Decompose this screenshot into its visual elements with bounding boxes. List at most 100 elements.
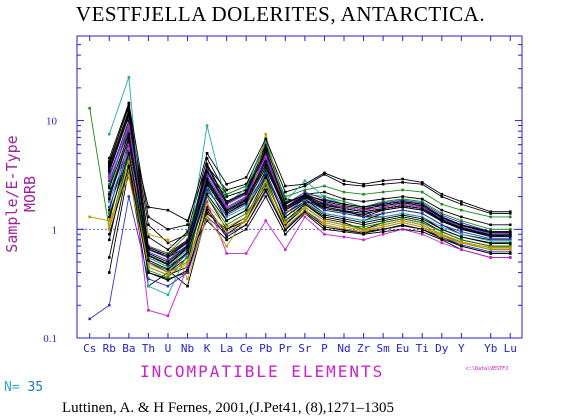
series-point bbox=[342, 200, 346, 203]
series-point bbox=[244, 205, 248, 209]
series-point bbox=[362, 221, 365, 224]
series-point bbox=[284, 184, 287, 188]
series-point bbox=[362, 205, 365, 209]
series-point bbox=[107, 212, 111, 215]
series-point bbox=[225, 223, 228, 227]
series-point bbox=[205, 177, 209, 181]
series-point bbox=[186, 256, 189, 259]
series-point bbox=[264, 139, 268, 143]
series-point bbox=[127, 108, 131, 112]
series-point bbox=[381, 202, 385, 206]
series-point bbox=[440, 192, 444, 196]
series-point bbox=[107, 192, 111, 196]
series-point bbox=[381, 208, 385, 212]
series-point bbox=[147, 271, 150, 274]
series-point bbox=[166, 314, 170, 318]
series-point bbox=[303, 215, 307, 219]
series-point bbox=[186, 260, 189, 264]
series-point bbox=[508, 212, 512, 215]
x-tick-label: Nb bbox=[181, 342, 194, 355]
series-point bbox=[284, 223, 287, 227]
series-point bbox=[264, 182, 268, 186]
series-point bbox=[225, 202, 228, 206]
series-point bbox=[284, 208, 287, 212]
x-tick-label: Pr bbox=[279, 342, 293, 355]
series-point bbox=[460, 232, 463, 236]
series-point bbox=[147, 308, 150, 312]
series-point bbox=[460, 219, 463, 222]
series-point bbox=[127, 129, 131, 133]
series-point bbox=[166, 238, 170, 242]
series-point bbox=[264, 174, 268, 178]
series-point bbox=[284, 248, 287, 251]
series-point bbox=[264, 163, 268, 167]
series-point bbox=[205, 212, 209, 215]
series-point bbox=[420, 221, 424, 224]
series-point bbox=[264, 173, 268, 176]
series-point bbox=[127, 101, 131, 105]
x-tick-label: La bbox=[220, 342, 233, 355]
series-point bbox=[342, 209, 346, 213]
series-point bbox=[508, 235, 512, 238]
series-point bbox=[401, 204, 404, 207]
series-point bbox=[147, 277, 150, 281]
series-point bbox=[342, 205, 346, 209]
series-point bbox=[107, 227, 111, 231]
series-point bbox=[401, 221, 404, 224]
series-point bbox=[225, 215, 228, 219]
series-point bbox=[323, 208, 326, 212]
series-point bbox=[127, 112, 131, 116]
series-point bbox=[107, 173, 111, 176]
series-point bbox=[107, 184, 111, 188]
series-point bbox=[460, 200, 463, 203]
series-point bbox=[323, 221, 326, 224]
series-point bbox=[225, 201, 228, 205]
series-point bbox=[205, 219, 209, 222]
x-tick-label: Eu bbox=[396, 342, 409, 355]
x-tick-label: Ti bbox=[416, 342, 429, 355]
series-point bbox=[420, 230, 424, 234]
series-point bbox=[127, 150, 131, 153]
series-point bbox=[440, 223, 444, 227]
series-point bbox=[303, 212, 307, 215]
series-point bbox=[225, 225, 228, 229]
series-point bbox=[323, 215, 326, 219]
series-point bbox=[107, 182, 111, 186]
series-point bbox=[166, 273, 170, 277]
series-point bbox=[166, 284, 170, 288]
series-point bbox=[225, 235, 228, 239]
series-point bbox=[401, 188, 404, 192]
file-note: c:\Data\VESTFJ bbox=[466, 366, 509, 372]
series-point bbox=[244, 195, 248, 198]
series-point bbox=[303, 190, 307, 194]
x-tick-label: Y bbox=[458, 342, 465, 355]
series-point bbox=[323, 184, 326, 188]
y-axis-ticks: 0.1 1 10 bbox=[43, 35, 522, 345]
series-point bbox=[127, 164, 131, 168]
series-point bbox=[489, 223, 493, 227]
series-point bbox=[440, 212, 444, 215]
series-point bbox=[147, 256, 150, 259]
series-point bbox=[362, 228, 365, 232]
series-point bbox=[88, 106, 92, 110]
series-point bbox=[284, 215, 287, 219]
series-point bbox=[342, 212, 346, 215]
series-point bbox=[381, 227, 385, 231]
series-point bbox=[107, 167, 111, 171]
series-point bbox=[342, 235, 346, 239]
series-point bbox=[284, 221, 287, 224]
series-point bbox=[303, 210, 307, 214]
series-point bbox=[381, 223, 385, 227]
series-point bbox=[186, 262, 189, 266]
series-point bbox=[362, 192, 365, 196]
series-point bbox=[205, 208, 209, 212]
series-point bbox=[381, 190, 385, 194]
series-point bbox=[205, 156, 209, 160]
series-point bbox=[381, 232, 385, 236]
series-point bbox=[264, 147, 268, 151]
series-point bbox=[127, 156, 131, 160]
x-axis-label: INCOMPATIBLE ELEMENTS bbox=[140, 362, 385, 381]
series-line bbox=[89, 108, 511, 279]
series-point bbox=[381, 221, 385, 224]
series-point bbox=[225, 219, 228, 222]
